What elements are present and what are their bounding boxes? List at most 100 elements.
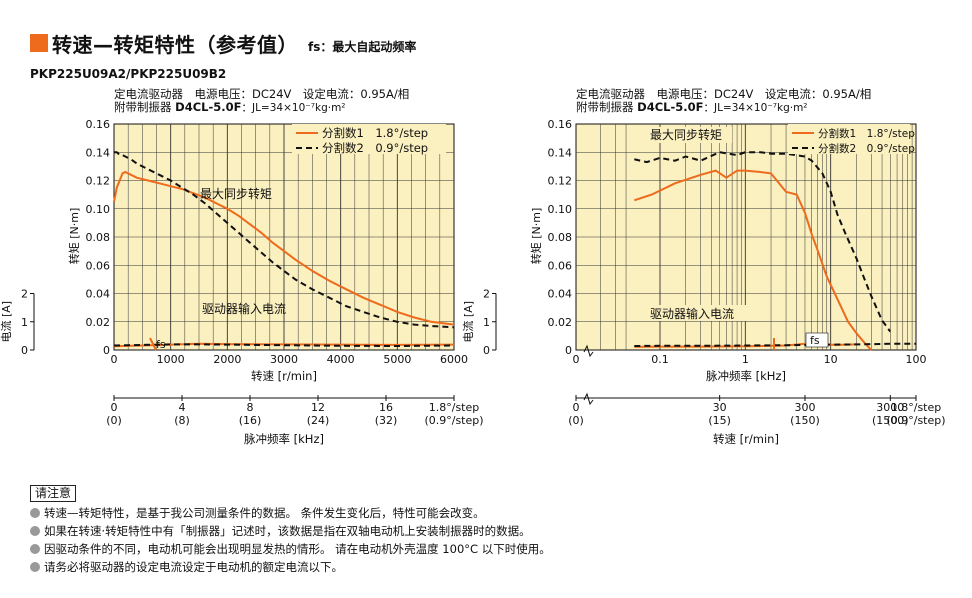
notice-item: 请务必将驱动器的设定电流设定于电动机的额定电流以下。 <box>30 558 551 576</box>
bullet-icon <box>30 508 40 518</box>
legend-label: 分割数1 1.8°/step <box>818 127 915 140</box>
secondary-tick-label: 3000 <box>876 401 904 414</box>
notice-text: 因驱动条件的不同，电动机可能会出现明显发热的情形。 请在电动机外壳温度 100°… <box>44 542 551 556</box>
y-tick-label: 0.14 <box>548 146 573 159</box>
x-tick-label: 0 <box>111 353 118 366</box>
y-tick-label: 0.12 <box>548 175 573 188</box>
annotation-fs: fs <box>156 338 166 351</box>
chart-info-line2: 附带制振器 D4CL-5.0F：JL=34×10⁻⁷kg·m² <box>114 100 346 114</box>
x-tick-label: 0 <box>573 353 580 366</box>
info-inertia: ：JL=34×10⁻⁷kg·m² <box>241 102 345 114</box>
secondary-tick-label-alt: (32) <box>375 414 398 427</box>
x-tick-label: 100 <box>906 353 927 366</box>
secondary-tick-label-alt: (0) <box>106 414 122 427</box>
y-tick-label: 0.02 <box>86 316 111 329</box>
x-tick-label: 0.1 <box>651 353 669 366</box>
annotation-bg <box>646 127 732 143</box>
series-line-current <box>113 343 455 348</box>
axis-break-icon <box>583 344 594 358</box>
y-axis-label-torque: 转矩 [N·m] <box>67 208 81 265</box>
y-axis-label-current: 电流 [A] <box>0 301 13 343</box>
secondary-tick-label: 4 <box>179 401 186 414</box>
model-number: PKP225U09A2/PKP225U09B2 <box>30 67 227 81</box>
secondary-tick-label-alt: (150) <box>790 414 820 427</box>
legend-label: 分割数2 0.9°/step <box>818 142 915 155</box>
notice-text: 如果在转速·转矩特性中有「制振器」记述时，该数据是指在双轴电动机上安装制振器时的… <box>44 524 531 538</box>
secondary-tick-label-alt: (1500) <box>872 414 909 427</box>
secondary-tick-label: 0 <box>111 401 118 414</box>
chart-info-line1: 定电流驱动器 电源电压：DC24V 设定电流：0.95A/相 <box>576 87 871 101</box>
y-tick-label: 0.06 <box>86 259 111 272</box>
y-tick-label: 0.04 <box>548 288 573 301</box>
chart-info-line2: 附带制振器 D4CL-5.0F：JL=34×10⁻⁷kg·m² <box>576 100 808 114</box>
annotation-input-current: 驱动器输入电流 <box>650 306 734 321</box>
y-tick-label: 0.14 <box>86 146 111 159</box>
y-tick-label: 0.16 <box>548 118 573 131</box>
series-line-current <box>634 342 916 347</box>
axis-break-icon <box>583 392 594 406</box>
series-line-torque <box>113 170 455 326</box>
notice-item: 转速—转矩特性，是基于我公司测量条件的数据。 条件发生变化后，特性可能会改变。 <box>30 504 551 522</box>
secondary-tick-label: 30 <box>713 401 727 414</box>
current-tick-label: 2 <box>21 288 28 301</box>
notice-item: 因驱动条件的不同，电动机可能会出现明显发热的情形。 请在电动机外壳温度 100°… <box>30 540 551 558</box>
page-subtitle: fs：最大自起动频率 <box>308 39 417 54</box>
notice-item: 如果在转速·转矩特性中有「制振器」记述时，该数据是指在双轴电动机上安装制振器时的… <box>30 522 551 540</box>
chart-info-line1: 定电流驱动器 电源电压：DC24V 设定电流：0.95A/相 <box>114 87 409 101</box>
secondary-tick-label: 300 <box>794 401 815 414</box>
info-prefix: 附带制振器 <box>114 100 175 114</box>
y-axis-label-torque: 转矩 [N·m] <box>529 208 543 265</box>
annotation-input-current: 驱动器输入电流 <box>202 301 286 316</box>
secondary-axis-label: 转速 [r/min] <box>713 432 779 446</box>
annotation-fs: fs <box>810 334 820 347</box>
bullet-icon <box>30 526 40 536</box>
x-tick-label: 2000 <box>213 353 241 366</box>
secondary-tick-label: 8 <box>247 401 254 414</box>
series-line-torque <box>633 169 873 351</box>
current-tick-label: 0 <box>21 344 28 357</box>
annotation-pullout: 最大同步转矩 <box>650 127 722 142</box>
fs-box <box>805 332 829 348</box>
annotation-bg <box>646 305 750 321</box>
section-header: 转速—转矩特性（参考值） fs：最大自起动频率 <box>30 30 417 57</box>
secondary-tick-label-alt: (8) <box>174 414 190 427</box>
y-tick-label: 0 <box>565 344 572 357</box>
x-tick-label: 6000 <box>440 353 468 366</box>
notice-box: 请注意 转速—转矩特性，是基于我公司测量条件的数据。 条件发生变化后，特性可能会… <box>30 484 551 576</box>
secondary-tick-label: 1.8°/step <box>429 401 480 414</box>
info-model: D4CL-5.0F <box>637 100 703 114</box>
series-line-torque <box>114 151 455 329</box>
current-tick-label: 2 <box>483 288 490 301</box>
secondary-tick-label-alt: (0.9°/step) <box>886 414 945 427</box>
info-prefix: 附带制振器 <box>576 100 637 114</box>
current-tick-label: 1 <box>21 316 28 329</box>
y-tick-label: 0 <box>103 344 110 357</box>
bullet-icon <box>30 544 40 554</box>
fs-marker <box>149 337 157 351</box>
y-tick-label: 0.08 <box>548 231 573 244</box>
secondary-axis-label: 脉冲频率 [kHz] <box>244 432 324 446</box>
secondary-tick-label: 1.8°/step <box>891 401 942 414</box>
y-tick-label: 0.12 <box>86 175 111 188</box>
x-tick-label: 1 <box>742 353 749 366</box>
notice-text: 请务必将驱动器的设定电流设定于电动机的额定电流以下。 <box>44 560 343 574</box>
secondary-tick-label-alt: (24) <box>307 414 330 427</box>
x-axis-label: 脉冲频率 [kHz] <box>706 369 786 383</box>
legend-bg <box>788 124 910 154</box>
x-tick-label: 10 <box>824 353 838 366</box>
secondary-tick-label-alt: (16) <box>239 414 262 427</box>
info-model: D4CL-5.0F <box>175 100 241 114</box>
legend-label: 分割数2 0.9°/step <box>322 141 428 155</box>
secondary-tick-label: 16 <box>379 401 393 414</box>
y-axis-label-current: 电流 [A] <box>461 301 475 343</box>
orange-square-icon <box>30 34 48 52</box>
secondary-tick-label-alt: (0) <box>568 414 584 427</box>
secondary-tick-label: 12 <box>311 401 325 414</box>
y-tick-label: 0.08 <box>86 231 111 244</box>
notice-text: 转速—转矩特性，是基于我公司测量条件的数据。 条件发生变化后，特性可能会改变。 <box>44 506 485 520</box>
y-tick-label: 0.16 <box>86 118 111 131</box>
current-tick-label: 1 <box>483 316 490 329</box>
legend-label: 分割数1 1.8°/step <box>322 126 428 140</box>
secondary-tick-label-alt: (0.9°/step) <box>424 414 483 427</box>
